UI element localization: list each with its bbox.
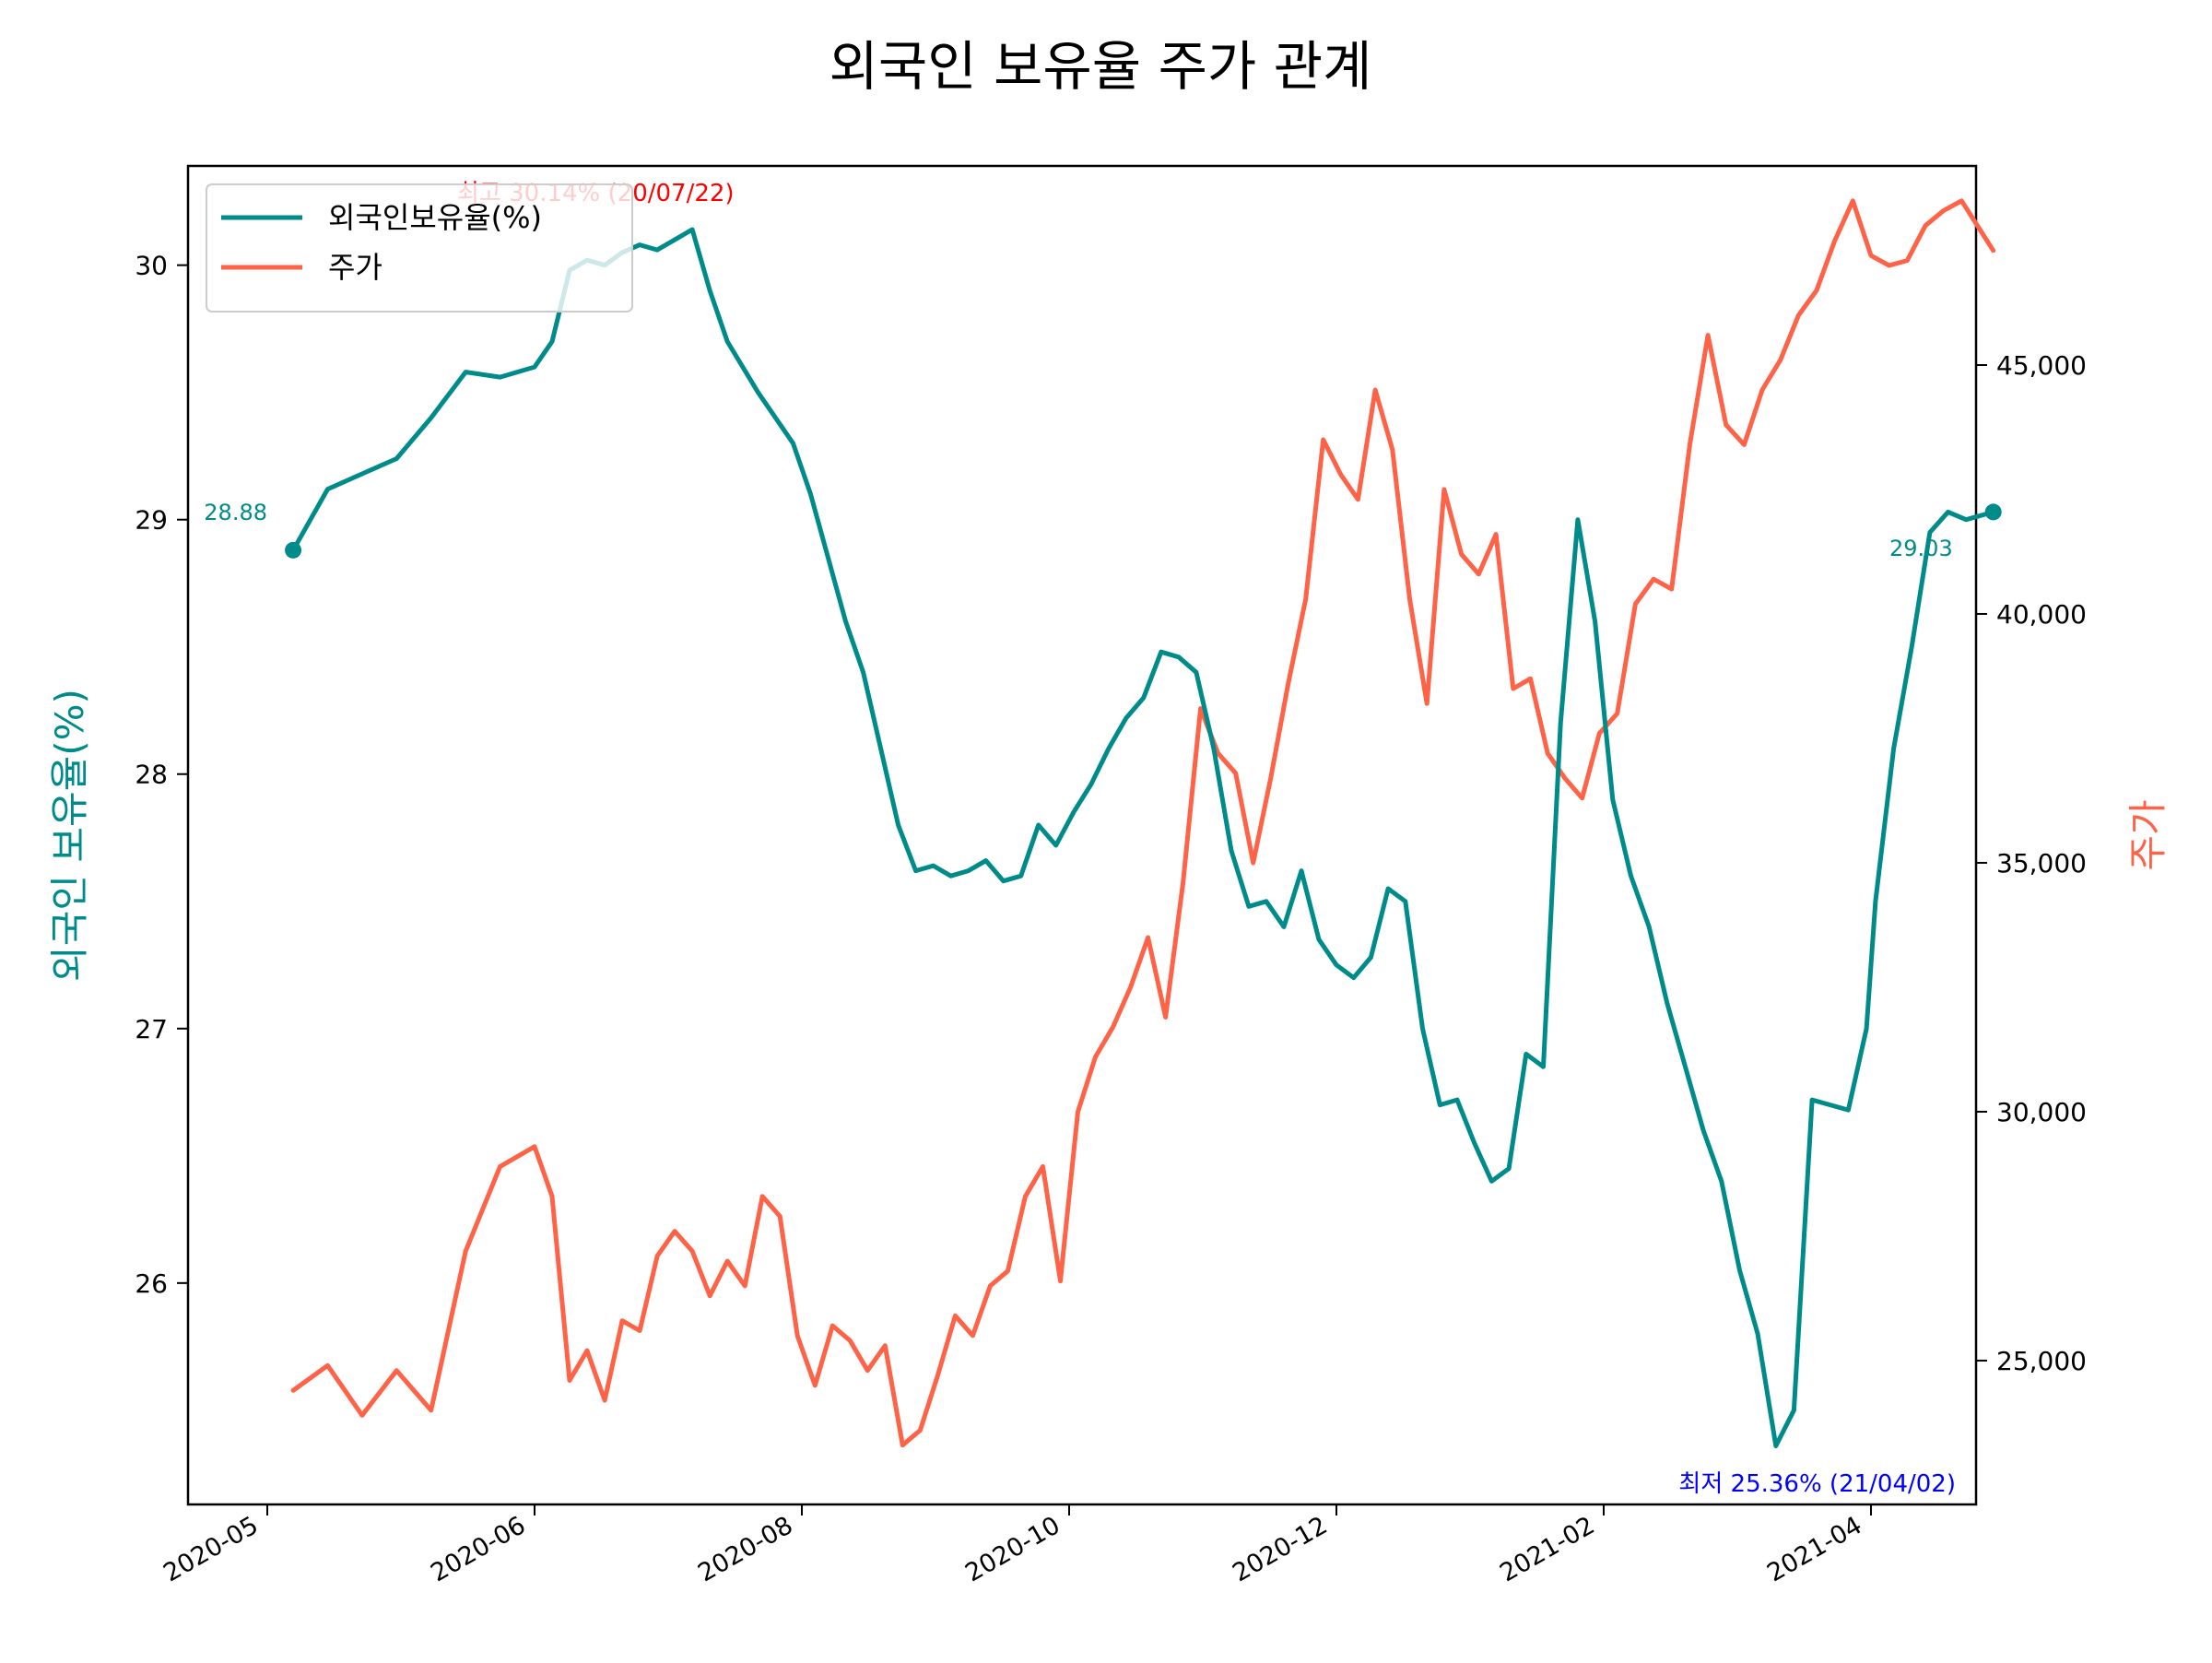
y-left-tick-label: 30 xyxy=(135,251,168,281)
series-line-stock-price xyxy=(290,198,1996,1448)
y-right-tick-label: 25,000 xyxy=(1996,1346,2087,1376)
plot-frame xyxy=(186,164,1978,1506)
y-axis-left-label: 외국인 보유율(%) xyxy=(47,689,92,982)
start-point-marker xyxy=(285,541,302,559)
end-value-label: 29.03 xyxy=(1889,536,1953,561)
y-right-tick-label: 40,000 xyxy=(1996,599,2087,630)
y-left-tick-label: 27 xyxy=(135,1014,168,1044)
legend: 외국인보유율(%) 주가 xyxy=(206,183,633,313)
y-right-tick-label: 35,000 xyxy=(1996,848,2087,879)
legend-label-foreign: 외국인보유율(%) xyxy=(328,200,542,235)
y-axis-right-label: 주가 xyxy=(2125,799,2171,870)
start-value-label: 28.88 xyxy=(204,500,267,525)
y-right-tick-label: 30,000 xyxy=(1996,1097,2087,1127)
min-annotation: 최저 25.36% (21/04/02) xyxy=(1678,1470,1956,1498)
legend-label-price: 주가 xyxy=(328,250,382,285)
y-axis-right: 25,000 30,000 35,000 40,000 45,000 xyxy=(1976,350,2087,1376)
chart-title: 외국인 보유율 주가 관계 xyxy=(830,35,1372,98)
series-line-foreign-ratio xyxy=(290,227,1996,1448)
y-right-tick-label: 45,000 xyxy=(1996,350,2087,381)
y-axis-left: 26 27 28 29 30 xyxy=(135,251,188,1299)
series-layer xyxy=(285,198,2002,1448)
y-left-tick-label: 26 xyxy=(135,1268,168,1299)
end-point-marker xyxy=(1984,503,2002,521)
y-left-tick-label: 29 xyxy=(135,505,168,536)
y-left-tick-label: 28 xyxy=(135,760,168,790)
legend-box xyxy=(206,183,633,313)
